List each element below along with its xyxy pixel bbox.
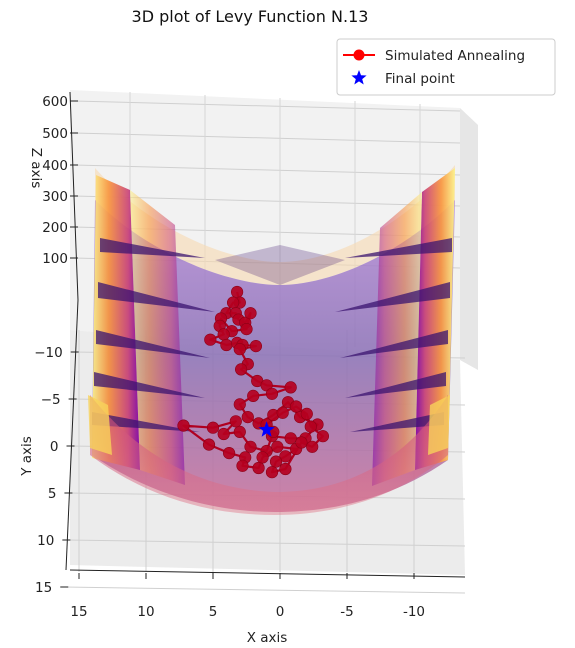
annealing-point-46 bbox=[236, 459, 249, 472]
annealing-point-34 bbox=[284, 432, 297, 445]
surface-right-flank-inner bbox=[372, 192, 422, 486]
annealing-point-59 bbox=[300, 407, 313, 421]
annealing-point-23 bbox=[284, 381, 297, 394]
annealing-point-27 bbox=[241, 411, 254, 424]
y-axis-label: Y axis bbox=[19, 436, 35, 477]
legend-label-final-point: Final point bbox=[385, 71, 455, 87]
y-tick-label-0: −10 bbox=[34, 345, 63, 361]
ripple-left-5 bbox=[92, 412, 200, 432]
annealing-point-13 bbox=[204, 333, 217, 346]
annealing-point-14 bbox=[220, 338, 233, 352]
annealing-point-25 bbox=[247, 389, 260, 403]
z-tick-label-5: 600 bbox=[42, 94, 68, 110]
x-tick-label-2: 5 bbox=[209, 604, 218, 620]
surface-front-rim bbox=[90, 395, 448, 515]
x-tick-label-3: 0 bbox=[276, 604, 285, 620]
ripple-center-1 bbox=[215, 245, 345, 285]
legend: Simulated Annealing Final point bbox=[336, 38, 556, 96]
x-tick-label-4: -5 bbox=[340, 604, 353, 620]
axis-lines bbox=[60, 91, 466, 588]
surface-mesh bbox=[88, 165, 455, 515]
grid-line-y-4 bbox=[66, 539, 466, 547]
z-tick-label-4: 500 bbox=[42, 126, 68, 142]
z-tick-label-0: 100 bbox=[42, 251, 68, 267]
grid-line-z-5 bbox=[73, 100, 461, 112]
annealing-point-7 bbox=[244, 307, 257, 320]
x-tick-label-1: 10 bbox=[137, 604, 154, 620]
final-point-layer bbox=[258, 421, 275, 437]
annealing-point-38 bbox=[233, 425, 246, 439]
x-tick-label-5: -10 bbox=[403, 604, 425, 620]
annealing-point-48 bbox=[256, 451, 269, 464]
annealing-point-20 bbox=[235, 363, 248, 376]
ripple-left-1 bbox=[100, 238, 205, 258]
annealing-point-42 bbox=[177, 419, 190, 432]
surface-front-rim-yellow-right bbox=[428, 395, 450, 455]
annealing-point-44 bbox=[223, 447, 236, 460]
annealing-point-55 bbox=[295, 436, 308, 449]
z-tick-label-3: 400 bbox=[42, 158, 68, 174]
ripple-left-4 bbox=[94, 372, 205, 398]
annealing-point-54 bbox=[279, 462, 292, 476]
annealing-point-2 bbox=[227, 296, 240, 309]
surface-ripples bbox=[92, 238, 452, 432]
legend-box bbox=[336, 38, 556, 96]
ripple-right-1 bbox=[345, 238, 452, 258]
ripple-right-4 bbox=[345, 372, 446, 398]
ripple-right-3 bbox=[340, 330, 448, 358]
annealing-point-40 bbox=[229, 415, 242, 428]
annealing-point-57 bbox=[316, 430, 330, 443]
annealing-point-53 bbox=[265, 466, 279, 479]
annealing-point-52 bbox=[269, 455, 283, 468]
annealing-point-12 bbox=[217, 328, 230, 341]
annealing-point-18 bbox=[233, 343, 246, 356]
annealing-point-0 bbox=[231, 285, 244, 299]
y-tick-label-1: −5 bbox=[41, 392, 61, 408]
annealing-point-56 bbox=[306, 440, 319, 453]
y-tick-label-5: 15 bbox=[35, 580, 52, 596]
annealing-point-26 bbox=[233, 398, 246, 411]
annealing-point-51 bbox=[279, 450, 292, 463]
tick-labels: 15 10 5 0 -5 -10 −10 −5 0 5 10 15 100 200 300 400 500 600 bbox=[34, 94, 425, 620]
legend-marker-star-icon bbox=[351, 70, 367, 85]
annealing-point-39 bbox=[217, 427, 230, 441]
annealing-point-37 bbox=[244, 440, 257, 453]
side-pane bbox=[460, 108, 478, 370]
surface-left-flank-inner bbox=[130, 190, 185, 485]
ripple-left-2 bbox=[98, 282, 215, 312]
grid-line-z-3 bbox=[73, 164, 461, 176]
final-point-star-icon bbox=[258, 421, 275, 437]
annealing-point-17 bbox=[249, 340, 262, 353]
annealing-point-43 bbox=[202, 438, 216, 451]
grid-line-z-4 bbox=[73, 132, 461, 144]
ripple-left-3 bbox=[96, 330, 210, 358]
legend-label-annealing: Simulated Annealing bbox=[385, 48, 525, 64]
y-tick-label-3: 5 bbox=[48, 486, 57, 502]
surface-front-rim-yellow-left bbox=[88, 395, 112, 455]
annealing-point-8 bbox=[240, 323, 253, 336]
annealing-point-41 bbox=[206, 421, 220, 434]
x-axis-label: X axis bbox=[247, 630, 288, 646]
z-tick-label-2: 300 bbox=[42, 189, 68, 205]
legend-star-icon bbox=[351, 70, 367, 85]
annealing-point-49 bbox=[271, 440, 284, 453]
y-tick-label-2: 0 bbox=[50, 439, 59, 455]
ripple-right-2 bbox=[335, 282, 450, 312]
annealing-point-24 bbox=[265, 387, 279, 400]
annealing-point-60 bbox=[290, 400, 303, 413]
legend-marker-annealing bbox=[353, 49, 365, 61]
y-tick-label-4: 10 bbox=[37, 533, 54, 549]
chart-title: 3D plot of Levy Function N.13 bbox=[132, 7, 369, 26]
z-tick-label-1: 200 bbox=[42, 220, 68, 236]
annealing-path bbox=[177, 285, 330, 479]
annealing-point-61 bbox=[276, 406, 289, 419]
grid-line-y-5 bbox=[64, 586, 466, 594]
z-axis-label: Z axis bbox=[28, 148, 44, 189]
annealing-point-58 bbox=[304, 420, 317, 433]
ripple-right-5 bbox=[350, 412, 444, 432]
annealing-point-47 bbox=[252, 461, 265, 475]
x-tick-label-0: 15 bbox=[70, 604, 87, 620]
